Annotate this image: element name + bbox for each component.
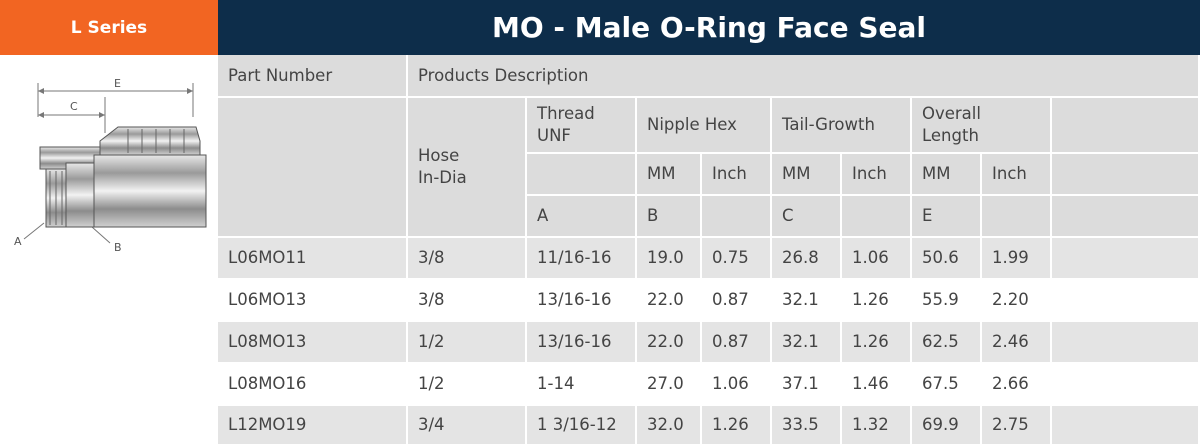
unit-hex-inch: Inch: [702, 154, 772, 196]
cell-tail-mm: 33.5: [772, 406, 842, 446]
dim-b-inch: [702, 196, 772, 238]
dim-b: B: [637, 196, 702, 238]
cell-thread: 13/16-16: [527, 322, 637, 364]
unit-thread-empty: [527, 154, 637, 196]
fitting-drawing: E C A B: [14, 77, 207, 254]
cell-hose: 3/4: [408, 406, 527, 446]
cell-tail-in: 1.06: [842, 238, 912, 280]
unit-tail-inch: Inch: [842, 154, 912, 196]
header-part-number-spacer: [218, 98, 408, 238]
cell-thread: 1 3/16-12: [527, 406, 637, 446]
dim-empty: [1052, 196, 1200, 238]
cell-part: L06MO11: [218, 238, 408, 280]
cell-empty: [1052, 364, 1200, 406]
cell-len-in: 2.46: [982, 322, 1052, 364]
cell-hose: 1/2: [408, 364, 527, 406]
cell-part: L06MO13: [218, 280, 408, 322]
cell-tail-mm: 37.1: [772, 364, 842, 406]
unit-len-inch: Inch: [982, 154, 1052, 196]
cell-empty: [1052, 406, 1200, 446]
cell-thread: 13/16-16: [527, 280, 637, 322]
cell-hex-mm: 22.0: [637, 322, 702, 364]
cell-len-in: 2.75: [982, 406, 1052, 446]
cell-len-mm: 67.5: [912, 364, 982, 406]
dim-label-c: C: [70, 100, 78, 113]
cell-len-in: 1.99: [982, 238, 1052, 280]
cell-thread: 1-14: [527, 364, 637, 406]
cell-tail-in: 1.32: [842, 406, 912, 446]
cell-hex-in: 1.26: [702, 406, 772, 446]
cell-len-mm: 50.6: [912, 238, 982, 280]
header-overall-length: Overall Length: [912, 98, 1052, 154]
cell-len-in: 2.20: [982, 280, 1052, 322]
unit-hex-mm: MM: [637, 154, 702, 196]
cell-hex-in: 0.87: [702, 322, 772, 364]
cell-len-mm: 62.5: [912, 322, 982, 364]
dim-label-e: E: [114, 77, 121, 90]
cell-hex-mm: 27.0: [637, 364, 702, 406]
page-title: MO - Male O-Ring Face Seal: [218, 0, 1200, 55]
cell-empty: [1052, 238, 1200, 280]
unit-len-mm: MM: [912, 154, 982, 196]
header-products-description: Products Description: [408, 55, 1200, 98]
dim-e: E: [912, 196, 982, 238]
header-hose-line2: In-Dia: [418, 168, 467, 187]
cell-hex-mm: 22.0: [637, 280, 702, 322]
header-hose-line1: Hose: [418, 146, 460, 165]
cell-tail-mm: 32.1: [772, 322, 842, 364]
header-nipple-hex: Nipple Hex: [637, 98, 772, 154]
header-overall-line2: Length: [922, 126, 979, 145]
header-empty: [1052, 98, 1200, 154]
header-part-number: Part Number: [218, 55, 408, 98]
cell-tail-mm: 26.8: [772, 238, 842, 280]
cell-hose: 3/8: [408, 238, 527, 280]
header-thread-line2: UNF: [537, 126, 571, 145]
cell-hex-in: 1.06: [702, 364, 772, 406]
header-thread-line1: Thread: [537, 104, 595, 123]
cell-tail-in: 1.26: [842, 322, 912, 364]
cell-hex-in: 0.75: [702, 238, 772, 280]
cell-len-in: 2.66: [982, 364, 1052, 406]
series-badge: L Series: [0, 0, 218, 55]
header-thread-unf: Thread UNF: [527, 98, 637, 154]
header-hose-in-dia: Hose In-Dia: [408, 98, 527, 238]
dim-label-b: B: [114, 241, 122, 254]
dim-a: A: [527, 196, 637, 238]
cell-hex-mm: 32.0: [637, 406, 702, 446]
cell-hex-mm: 19.0: [637, 238, 702, 280]
cell-empty: [1052, 322, 1200, 364]
dim-c-inch: [842, 196, 912, 238]
dim-label-a: A: [14, 235, 22, 248]
cell-tail-in: 1.46: [842, 364, 912, 406]
cell-tail-in: 1.26: [842, 280, 912, 322]
fitting-diagram: E C A B: [0, 55, 218, 446]
header-overall-line1: Overall: [922, 104, 981, 123]
header-tail-growth: Tail-Growth: [772, 98, 912, 154]
unit-tail-mm: MM: [772, 154, 842, 196]
cell-hose: 3/8: [408, 280, 527, 322]
cell-len-mm: 55.9: [912, 280, 982, 322]
cell-hose: 1/2: [408, 322, 527, 364]
unit-empty: [1052, 154, 1200, 196]
cell-part: L08MO13: [218, 322, 408, 364]
cell-len-mm: 69.9: [912, 406, 982, 446]
cell-empty: [1052, 280, 1200, 322]
dim-c: C: [772, 196, 842, 238]
cell-tail-mm: 32.1: [772, 280, 842, 322]
cell-thread: 11/16-16: [527, 238, 637, 280]
cell-part: L12MO19: [218, 406, 408, 446]
cell-part: L08MO16: [218, 364, 408, 406]
cell-hex-in: 0.87: [702, 280, 772, 322]
dim-e-inch: [982, 196, 1052, 238]
